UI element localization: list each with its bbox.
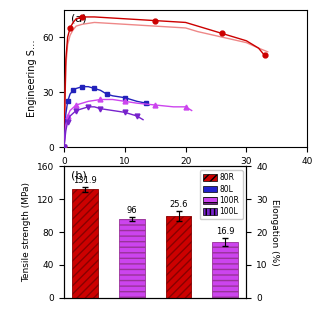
Legend: 80R, 80L, 100R, 100L: 80R, 80L, 100R, 100L <box>200 170 243 219</box>
Bar <box>119 219 145 298</box>
Y-axis label: Elongation (%): Elongation (%) <box>270 199 279 265</box>
Text: 131.9: 131.9 <box>73 176 97 185</box>
Text: 25.6: 25.6 <box>169 200 188 209</box>
Text: (b): (b) <box>71 170 87 180</box>
Bar <box>212 242 238 298</box>
Text: 16.9: 16.9 <box>216 227 235 236</box>
X-axis label: Engineering Strain (%): Engineering Strain (%) <box>130 172 241 181</box>
Bar <box>72 189 98 298</box>
Text: (a): (a) <box>71 14 87 24</box>
Bar <box>166 216 191 298</box>
Y-axis label: Engineering S…: Engineering S… <box>27 40 37 117</box>
Y-axis label: Tensile strength (MPa): Tensile strength (MPa) <box>22 182 31 282</box>
Text: 96: 96 <box>126 206 137 215</box>
